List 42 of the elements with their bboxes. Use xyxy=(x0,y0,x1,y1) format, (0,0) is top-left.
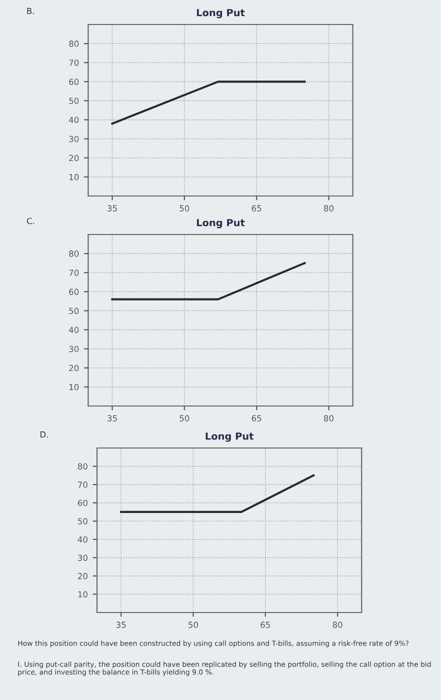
x-tick-label: 35 xyxy=(108,415,117,422)
y-tick-label: 40 xyxy=(68,326,79,334)
y-tick-label: 70 xyxy=(69,60,79,66)
x-tick-label: 65 xyxy=(252,205,262,212)
y-tick-label: 70 xyxy=(69,270,79,276)
y-tick-label: 60 xyxy=(69,288,79,295)
x-tick-label: 80 xyxy=(324,205,334,212)
y-tick-label: 60 xyxy=(78,500,88,506)
y-tick-label: 80 xyxy=(69,250,79,257)
y-tick-label: 40 xyxy=(78,536,88,543)
x-tick-label: 50 xyxy=(180,415,190,422)
x-tick-label: 50 xyxy=(188,622,198,628)
x-tick-label: 65 xyxy=(260,622,270,628)
x-tick-label: 35 xyxy=(116,622,126,628)
y-tick-label: 60 xyxy=(69,78,79,85)
y-tick-label: 20 xyxy=(78,572,88,580)
y-tick-label: 30 xyxy=(69,136,79,142)
y-tick-label: 10 xyxy=(69,384,79,390)
y-tick-label: 80 xyxy=(78,463,88,470)
y-tick-label: 30 xyxy=(69,346,79,352)
x-tick-label: 65 xyxy=(252,415,262,422)
y-tick-label: 50 xyxy=(78,518,88,524)
y-tick-label: 10 xyxy=(69,174,79,180)
x-tick-label: 50 xyxy=(180,205,190,212)
text: D. xyxy=(40,431,48,438)
x-tick-label: 80 xyxy=(332,622,342,628)
y-tick-label: 30 xyxy=(78,554,88,561)
text: B. xyxy=(27,8,34,14)
y-tick-label: 20 xyxy=(69,154,79,162)
y-tick-label: 50 xyxy=(69,98,79,104)
x-tick-label: 35 xyxy=(108,205,117,212)
chart-title: Long Put xyxy=(196,9,245,18)
y-tick-label: 20 xyxy=(69,364,79,372)
y-tick-label: 50 xyxy=(69,308,79,314)
chart-title: Long Put xyxy=(206,432,254,442)
y-tick-label: 80 xyxy=(69,40,79,47)
y-tick-label: 40 xyxy=(68,116,79,124)
chart-title: Long Put xyxy=(196,219,245,228)
x-tick-label: 80 xyxy=(324,415,334,422)
y-tick-label: 70 xyxy=(78,482,88,488)
text: C. xyxy=(26,218,34,224)
y-tick-label: 10 xyxy=(78,591,88,598)
